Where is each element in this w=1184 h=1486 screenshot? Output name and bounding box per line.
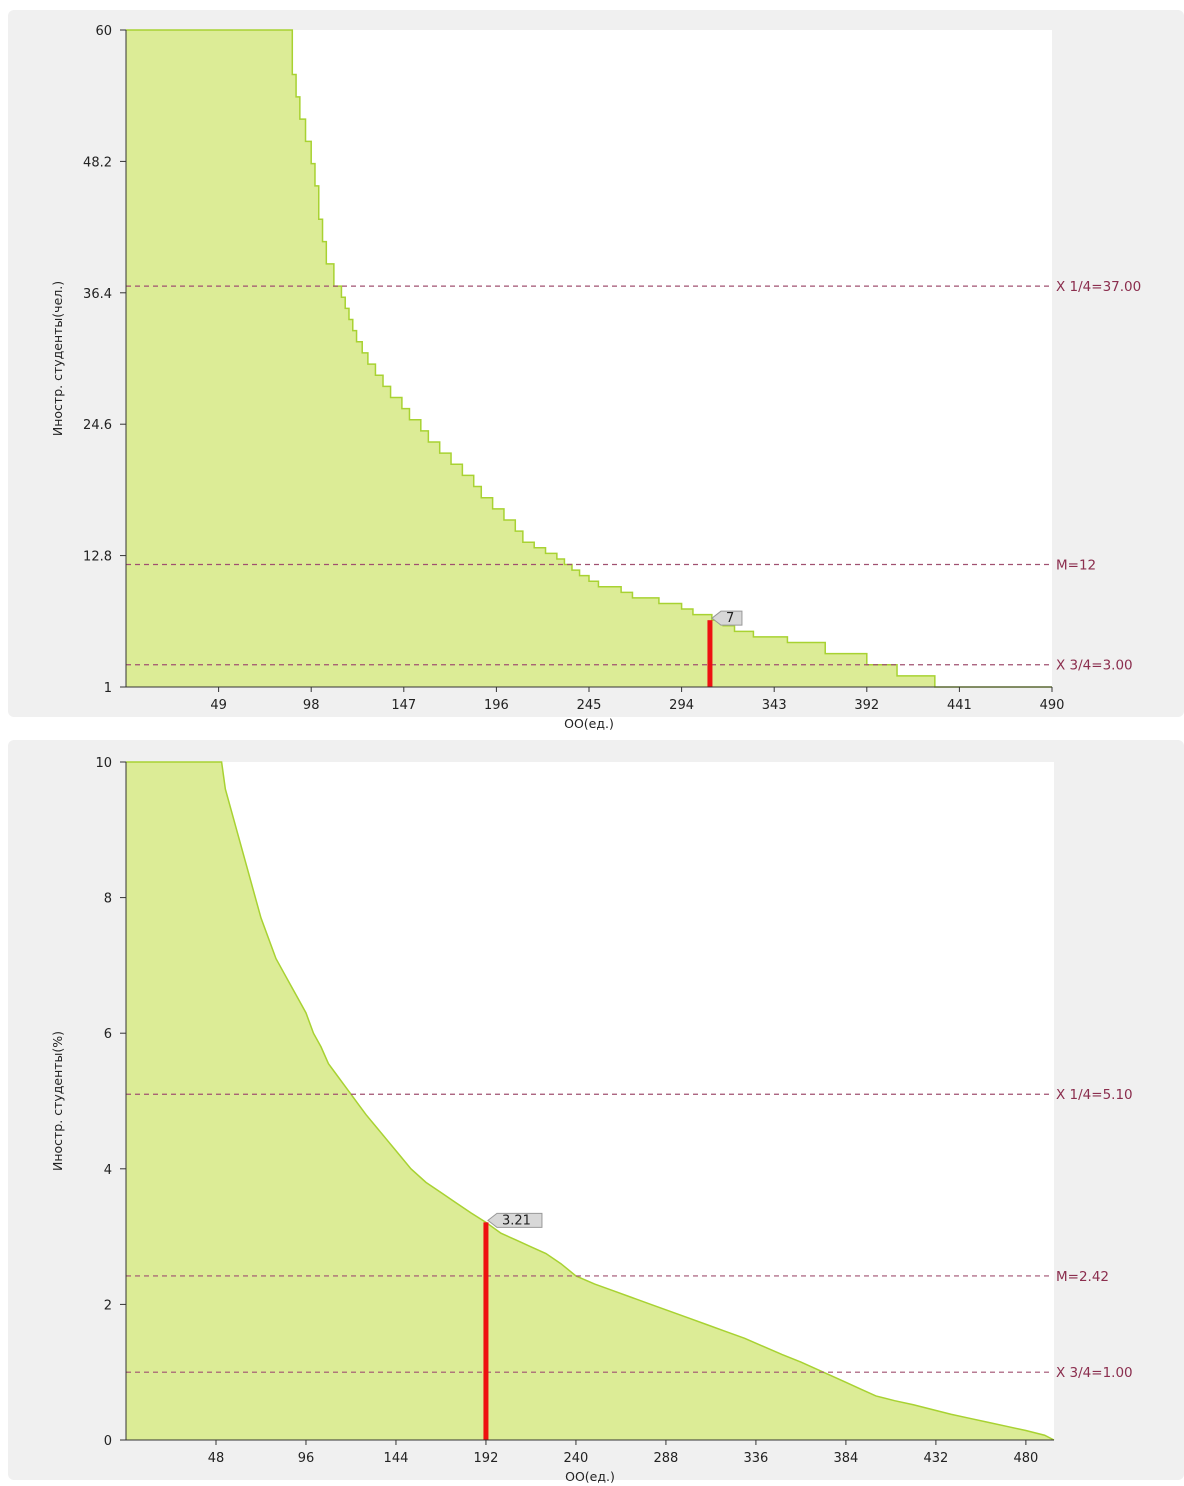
x-tick-label: 147 [391, 698, 416, 713]
x-tick-label: 432 [923, 1451, 948, 1466]
x-tick-label: 48 [208, 1451, 225, 1466]
x-tick-label: 441 [947, 698, 972, 713]
x-tick-label: 490 [1040, 698, 1065, 713]
x-axis-title: ОО(ед.) [564, 716, 614, 731]
x-tick-label: 49 [210, 698, 227, 713]
y-tick-label: 6 [104, 1027, 112, 1042]
x-tick-label: 480 [1013, 1451, 1038, 1466]
y-tick-label: 8 [104, 892, 112, 907]
area-fill [126, 30, 1052, 687]
x-tick-label: 245 [577, 698, 602, 713]
area-fill [126, 762, 1054, 1440]
x-tick-label: 98 [303, 698, 320, 713]
reference-label: X 3/4=1.00 [1056, 1365, 1133, 1381]
reference-label: X 3/4=3.00 [1056, 658, 1133, 674]
area-line [126, 29, 1052, 688]
x-tick-label: 196 [484, 698, 509, 713]
highlight-label: 7 [726, 611, 734, 626]
y-tick-label: 10 [95, 756, 112, 771]
reference-label: M=2.42 [1056, 1269, 1109, 1285]
x-tick-label: 96 [298, 1451, 315, 1466]
area-line [126, 761, 1055, 1441]
y-tick-label: 1 [104, 681, 112, 696]
y-tick-label: 12.8 [83, 550, 112, 565]
y-tick-label: 48.2 [83, 155, 112, 170]
reference-label: X 1/4=37.00 [1056, 279, 1141, 295]
reference-label: M=12 [1056, 558, 1096, 574]
x-tick-label: 343 [762, 698, 787, 713]
x-tick-label: 240 [564, 1451, 589, 1466]
reference-label: X 1/4=5.10 [1056, 1087, 1133, 1103]
y-tick-label: 24.6 [83, 418, 112, 433]
y-tick-label: 0 [104, 1434, 112, 1449]
y-tick-label: 36.4 [83, 287, 112, 302]
x-tick-label: 144 [384, 1451, 409, 1466]
highlight-bar [707, 620, 713, 687]
x-axis-title: ОО(ед.) [565, 1469, 615, 1484]
x-tick-label: 288 [654, 1451, 679, 1466]
highlight-callout [487, 1212, 543, 1228]
highlight-callout [711, 610, 743, 626]
highlight-label: 3.21 [502, 1213, 531, 1228]
y-axis-title: Иностр. студенты(чел.) [50, 281, 65, 436]
y-axis-title: Иностр. студенты(%) [50, 1031, 65, 1171]
y-tick-label: 2 [104, 1298, 112, 1313]
x-tick-label: 392 [854, 698, 879, 713]
highlight-bar [483, 1222, 489, 1440]
x-tick-label: 384 [833, 1451, 858, 1466]
x-tick-label: 336 [744, 1451, 769, 1466]
x-tick-label: 294 [669, 698, 694, 713]
y-tick-label: 4 [104, 1163, 112, 1178]
x-tick-label: 192 [474, 1451, 499, 1466]
y-tick-label: 60 [95, 24, 112, 39]
